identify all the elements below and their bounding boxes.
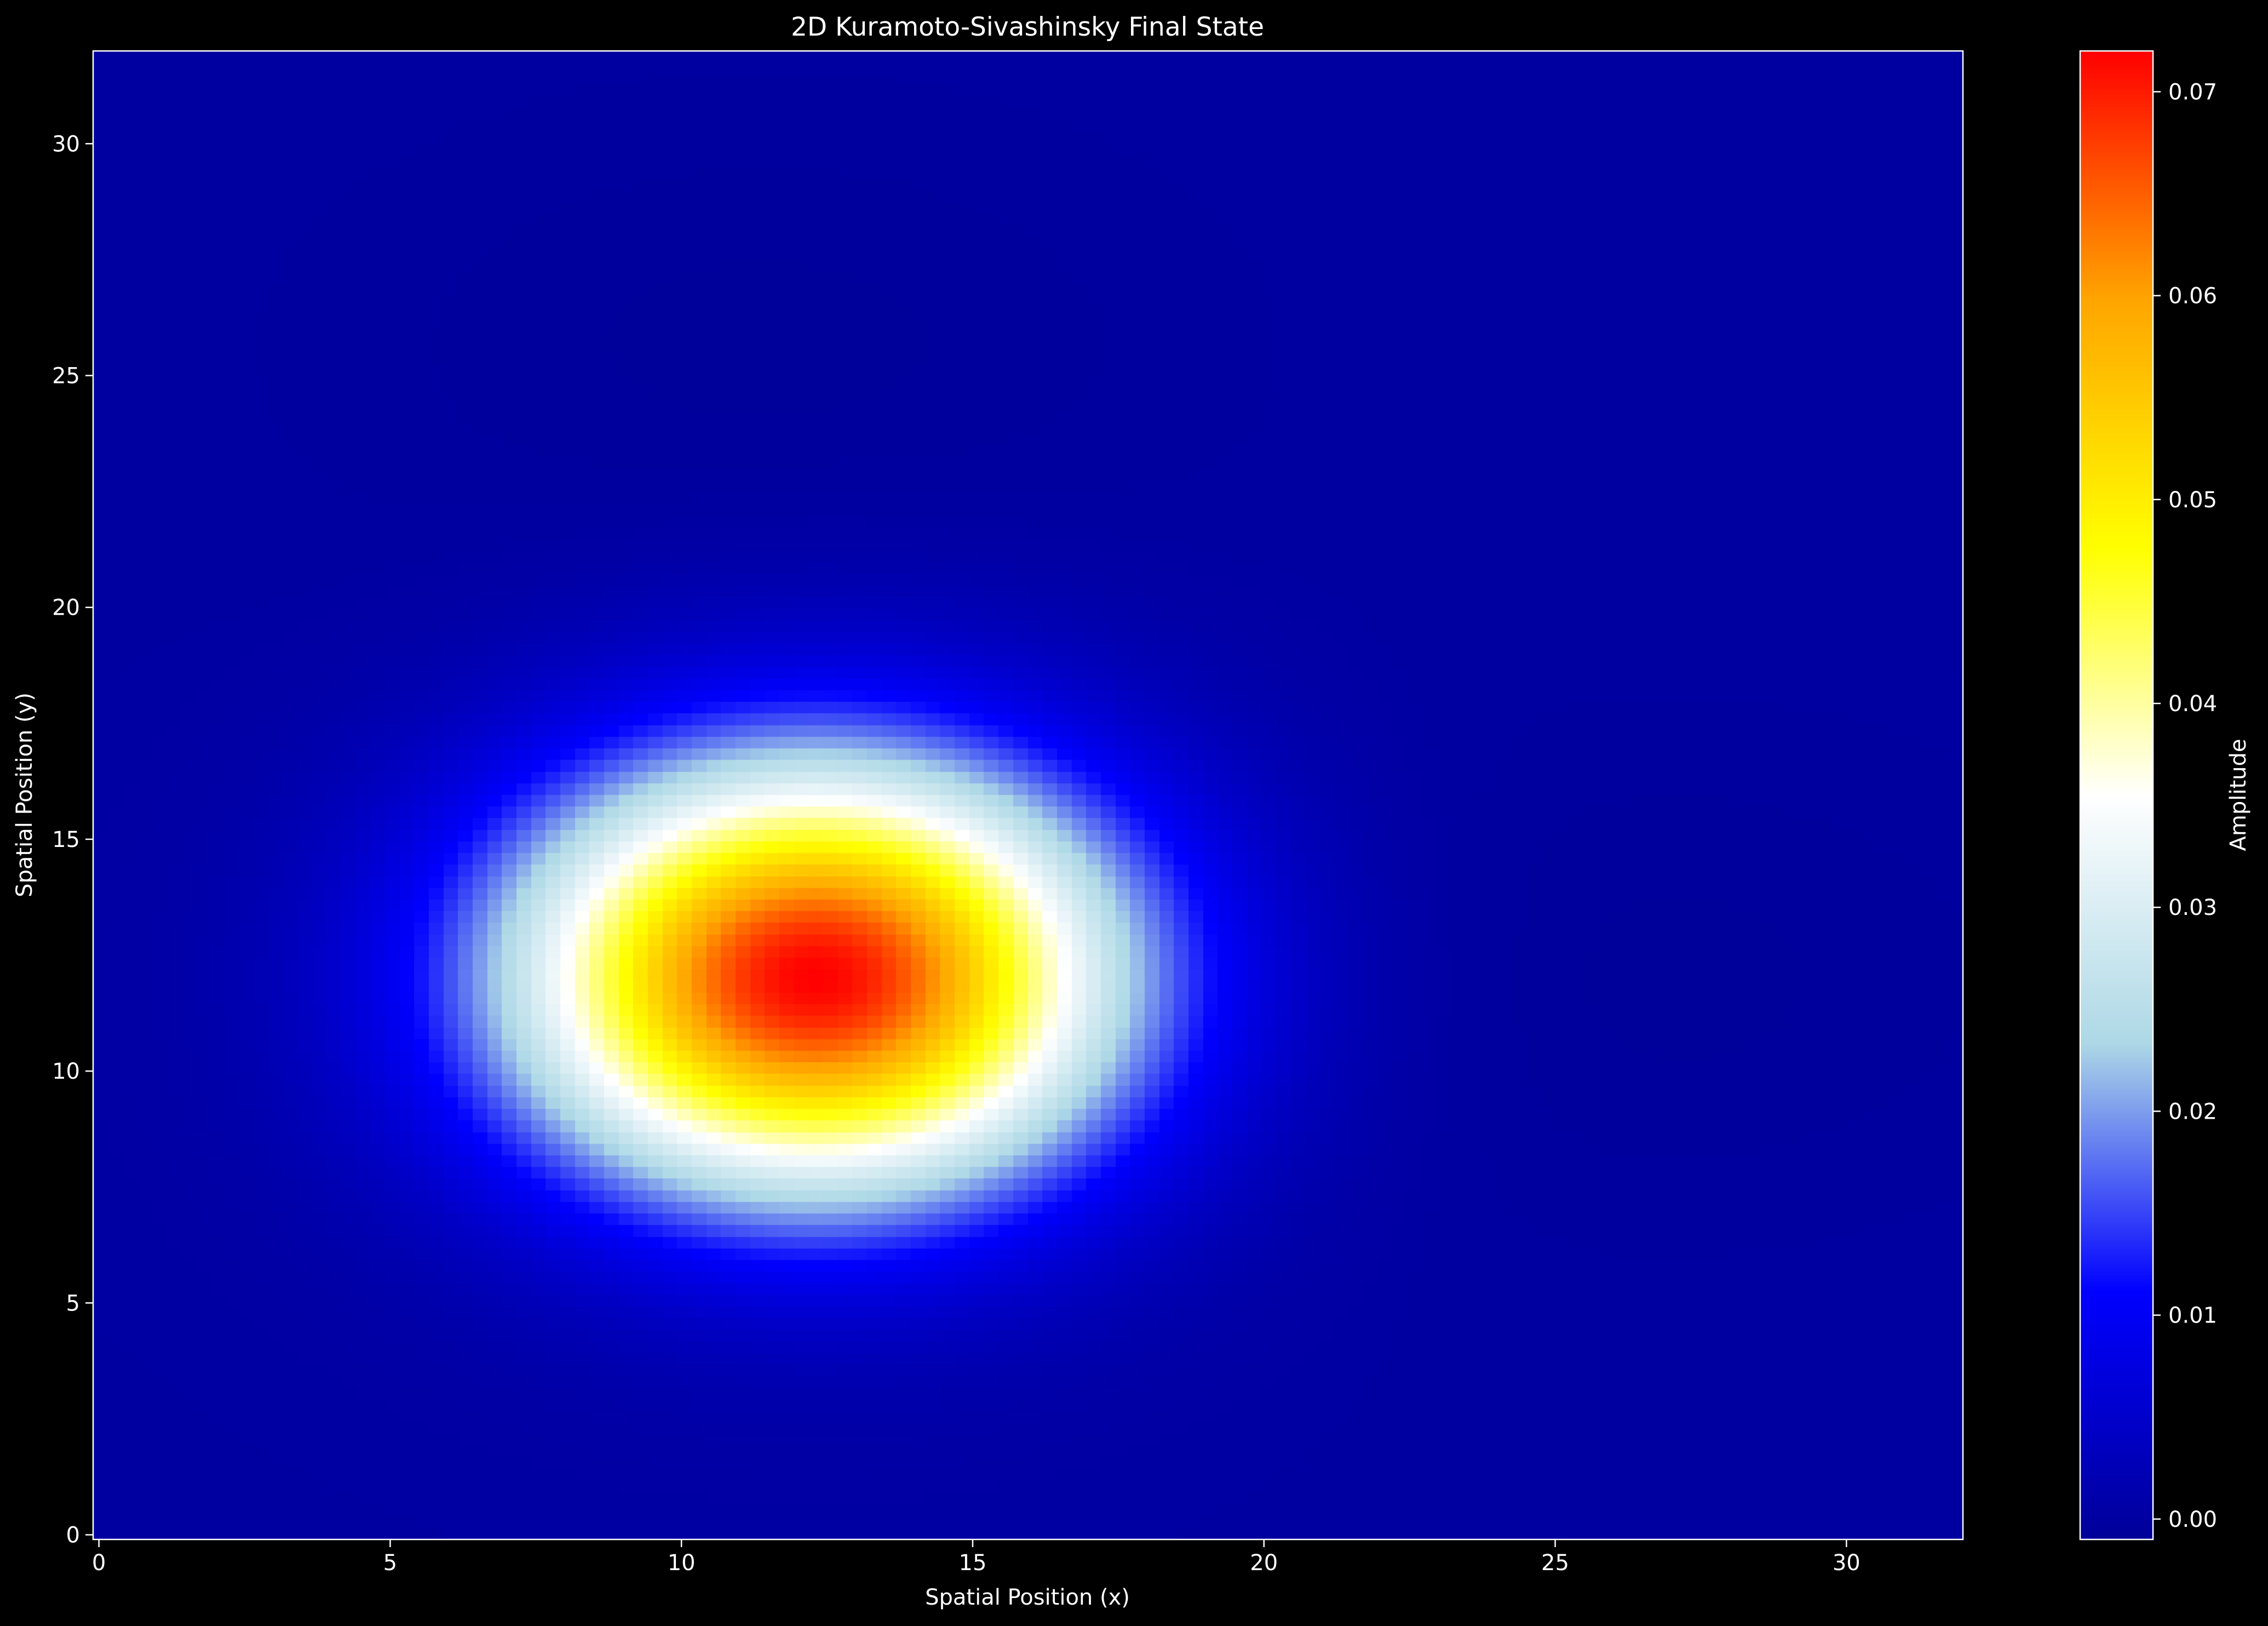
- x-tick-label: 10: [668, 1550, 696, 1576]
- x-tick-label: 30: [1833, 1550, 1861, 1576]
- y-tick-label: 30: [52, 131, 80, 157]
- colorbar-tick-label: 0.06: [2168, 284, 2217, 309]
- colorbar-tick-label: 0.00: [2168, 1507, 2217, 1532]
- colorbar-frame: [2079, 50, 2154, 1541]
- colorbar-tick-label: 0.04: [2168, 691, 2217, 717]
- heatmap-image: [93, 51, 1963, 1539]
- x-tick-label: 0: [92, 1550, 106, 1576]
- colorbar-tick-label: 0.05: [2168, 488, 2217, 513]
- colorbar-tick-label: 0.02: [2168, 1099, 2217, 1124]
- y-tick-label: 5: [66, 1291, 80, 1316]
- colorbar-tick-label: 0.07: [2168, 79, 2217, 105]
- x-tick-label: 20: [1250, 1550, 1278, 1576]
- y-tick-label: 10: [52, 1059, 80, 1084]
- y-tick-label: 15: [52, 827, 80, 852]
- plot-area: [92, 50, 1964, 1541]
- x-tick-label: 5: [383, 1550, 397, 1576]
- y-axis-label: Spatial Position (y): [12, 692, 37, 897]
- x-tick-label: 25: [1541, 1550, 1569, 1576]
- colorbar-label: Amplitude: [2226, 739, 2251, 851]
- y-tick-label: 20: [52, 596, 80, 621]
- colorbar-ticks: 0.00 0.01 0.02 0.03 0.04 0.05 0.06 0.07: [2153, 79, 2217, 1532]
- x-tick-label: 15: [959, 1550, 987, 1576]
- plot-frame: [92, 50, 1964, 1541]
- chart-title: 2D Kuramoto-Sivashinsky Final State: [791, 12, 1264, 42]
- y-tick-label: 25: [52, 363, 80, 388]
- y-axis-ticks: 0 5 10 15 20 25 30: [52, 131, 93, 1548]
- colorbar-tick-label: 0.01: [2168, 1303, 2217, 1329]
- colorbar: 0.00 0.01 0.02 0.03 0.04 0.05 0.06 0.07 Amplitu…: [2079, 50, 2251, 1541]
- x-axis-ticks: 0 5 10 15 20 25 30: [92, 1539, 1861, 1576]
- colorbar-gradient: [2080, 51, 2153, 1539]
- y-tick-label: 0: [66, 1523, 80, 1548]
- colorbar-tick-label: 0.03: [2168, 895, 2217, 920]
- x-axis-label: Spatial Position (x): [925, 1585, 1130, 1610]
